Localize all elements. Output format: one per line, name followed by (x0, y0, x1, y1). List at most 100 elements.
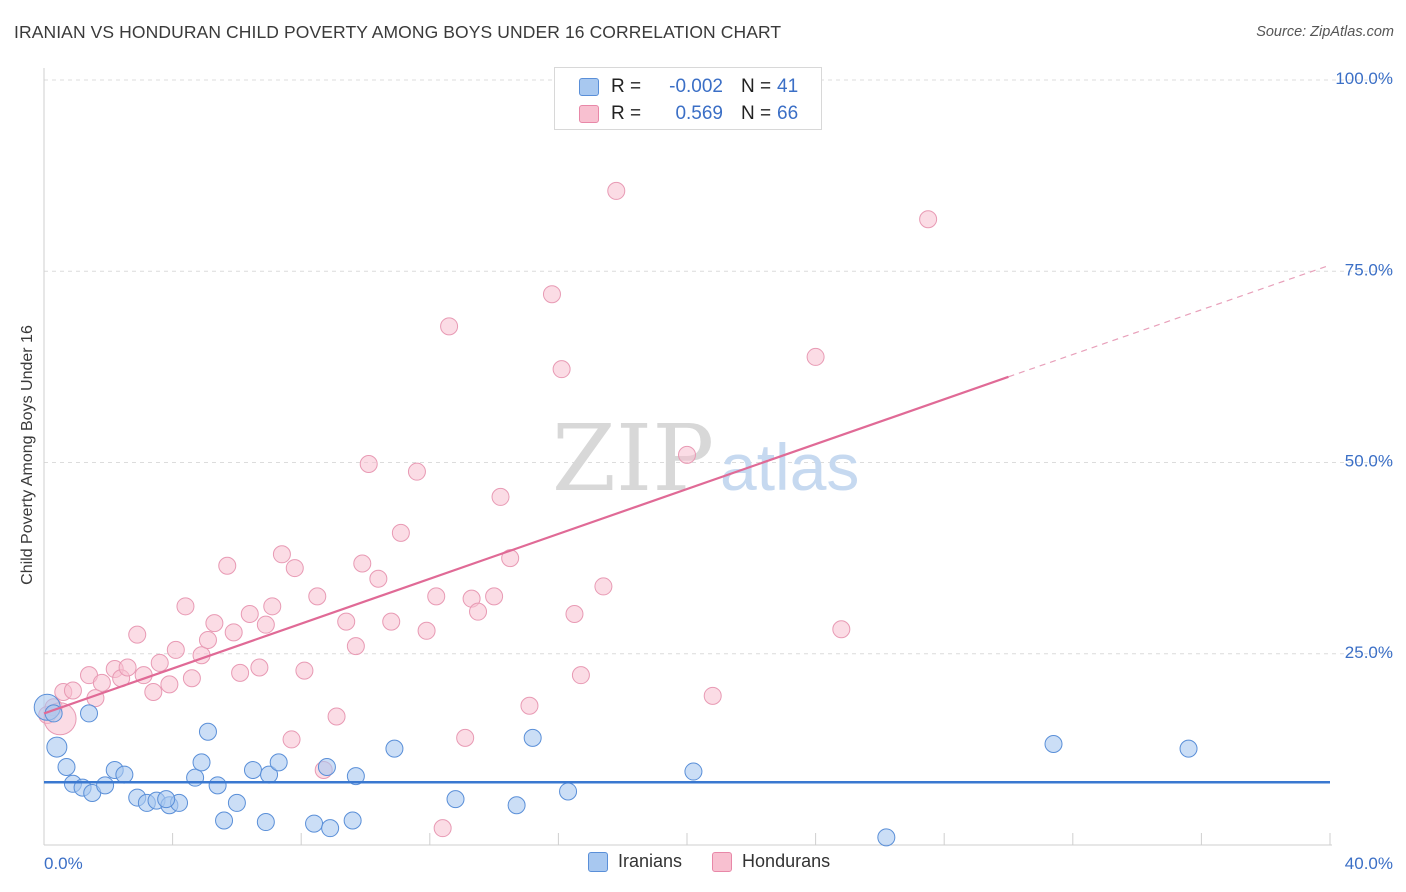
y-tick-label: 25.0% (1345, 643, 1393, 662)
x-tick-label-max: 40.0% (1345, 854, 1393, 873)
hondurans-points (38, 181, 938, 838)
iranian-point (256, 813, 275, 832)
iranian-point (305, 814, 324, 833)
iranian-point (96, 776, 115, 795)
n-value: 41 (777, 76, 799, 97)
honduran-point (542, 285, 561, 304)
iranian-point (321, 819, 340, 838)
honduran-point (391, 523, 410, 542)
r-value: -0.002 (669, 76, 723, 97)
honduran-point (417, 621, 436, 640)
honduran-point (678, 445, 696, 464)
iranian-point (215, 811, 234, 830)
tick-labels: 25.0% 50.0% 75.0% 100.0% 0.0% 40.0% (44, 69, 1393, 873)
honduran-point (282, 730, 301, 749)
honduran-point (520, 696, 539, 715)
iranian-point (243, 761, 262, 780)
legend-item-iranians[interactable]: Iranians (588, 851, 682, 872)
iranian-point (346, 767, 365, 786)
y-tick-label: 100.0% (1335, 69, 1393, 88)
honduran-point (182, 669, 201, 688)
honduran-point (231, 663, 250, 682)
honduran-point (607, 181, 626, 200)
honduran-point (272, 545, 291, 564)
legend-row-hondurans: R = 0.569 N = 66 (579, 101, 798, 127)
honduran-point (285, 559, 304, 578)
honduran-point (224, 623, 243, 642)
honduran-point (440, 317, 459, 336)
iranian-point (1179, 739, 1198, 758)
iranians-swatch (588, 851, 608, 872)
iranians-swatch (579, 78, 599, 96)
honduran-point (308, 587, 327, 606)
iranian-point (1044, 735, 1063, 754)
series-legend: Iranians Hondurans (588, 851, 860, 872)
legend-item-hondurans[interactable]: Hondurans (712, 851, 830, 872)
hondurans-trend-line (43, 375, 1009, 715)
iranian-point (684, 762, 703, 781)
hondurans-label: Hondurans (742, 851, 831, 871)
iranian-point (317, 757, 336, 776)
honduran-point (256, 615, 275, 634)
honduran-point (128, 625, 147, 644)
y-tick-label: 50.0% (1345, 452, 1393, 471)
honduran-point (485, 587, 504, 606)
iranians-points (33, 693, 1198, 847)
iranian-point (446, 790, 465, 809)
honduran-point (491, 487, 510, 506)
source-credit: Source: ZipAtlas.com (1256, 24, 1394, 40)
iranian-point (385, 739, 404, 758)
honduran-point (63, 681, 82, 700)
honduran-point (359, 455, 378, 474)
iranian-point (198, 722, 217, 741)
iranian-point (343, 811, 362, 830)
honduran-point (469, 602, 488, 621)
honduran-point (240, 604, 259, 623)
honduran-point (92, 673, 111, 692)
trend-lines (43, 264, 1331, 784)
honduran-point (205, 614, 224, 633)
watermark-atlas: atlas (720, 430, 859, 504)
hondurans-trend-extension (1008, 264, 1331, 378)
honduran-point (369, 569, 388, 588)
legend-row-iranians: R = -0.002 N = 41 (579, 74, 798, 100)
honduran-point (353, 554, 372, 573)
grid-lines (44, 79, 1392, 655)
honduran-point (346, 637, 365, 656)
honduran-point (565, 604, 584, 623)
honduran-point (176, 597, 195, 616)
chart-title: IRANIAN VS HONDURAN CHILD POVERTY AMONG … (14, 22, 782, 42)
iranian-point (877, 828, 896, 847)
iranian-point (186, 768, 205, 787)
iranian-point (269, 753, 288, 772)
honduran-point (295, 661, 314, 680)
iranian-point (227, 793, 246, 812)
iranian-point (157, 790, 176, 809)
honduran-point (118, 658, 137, 677)
r-label: R = (611, 76, 642, 97)
n-label: N = (741, 103, 772, 124)
watermark: ZIP atlas (552, 405, 859, 512)
honduran-point (382, 612, 401, 631)
iranian-point (507, 796, 526, 815)
hondurans-swatch (712, 851, 733, 872)
y-tick-label: 75.0% (1345, 260, 1393, 279)
honduran-point (571, 666, 590, 685)
honduran-point (198, 630, 217, 649)
x-tick-label-min: 0.0% (44, 854, 83, 873)
hondurans-swatch (579, 105, 599, 123)
honduran-point (160, 675, 179, 694)
iranian-point (192, 753, 211, 772)
iranian-point (559, 782, 578, 801)
r-label: R = (611, 103, 642, 124)
honduran-point (337, 612, 356, 631)
honduran-point (166, 640, 185, 659)
honduran-point (552, 360, 571, 379)
honduran-point (703, 686, 722, 705)
honduran-point (594, 577, 613, 596)
honduran-point (407, 462, 426, 481)
iranian-point (46, 736, 68, 758)
iranian-point (523, 728, 542, 747)
iranian-point (80, 704, 99, 723)
